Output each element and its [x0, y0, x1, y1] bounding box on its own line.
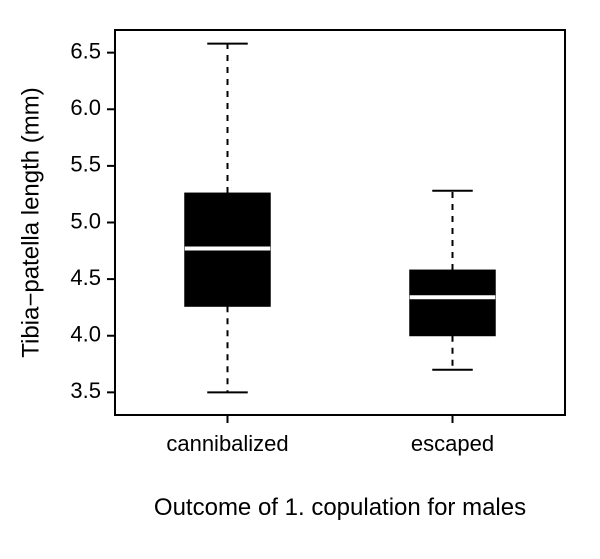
y-tick-label: 6.5: [70, 38, 101, 63]
y-axis-label: Tibia−patella length (mm): [17, 87, 44, 358]
y-tick-label: 4.5: [70, 265, 101, 290]
x-tick-label: cannibalized: [166, 431, 288, 456]
y-tick-label: 5.5: [70, 152, 101, 177]
y-tick-label: 4.0: [70, 322, 101, 347]
y-tick-label: 6.0: [70, 95, 101, 120]
boxplot-chart: 3.5 4.0 4.5 5.0 5.5 6.0 6.5 Tibia−patella lengt…: [0, 0, 600, 559]
y-tick-label: 5.0: [70, 208, 101, 233]
box: [410, 270, 496, 336]
x-axis-label: Outcome of 1. copulation for males: [154, 494, 526, 521]
y-tick-label: 3.5: [70, 378, 101, 403]
x-tick-label: escaped: [411, 431, 494, 456]
chart-svg: 3.5 4.0 4.5 5.0 5.5 6.0 6.5 Tibia−patella lengt…: [0, 0, 600, 559]
